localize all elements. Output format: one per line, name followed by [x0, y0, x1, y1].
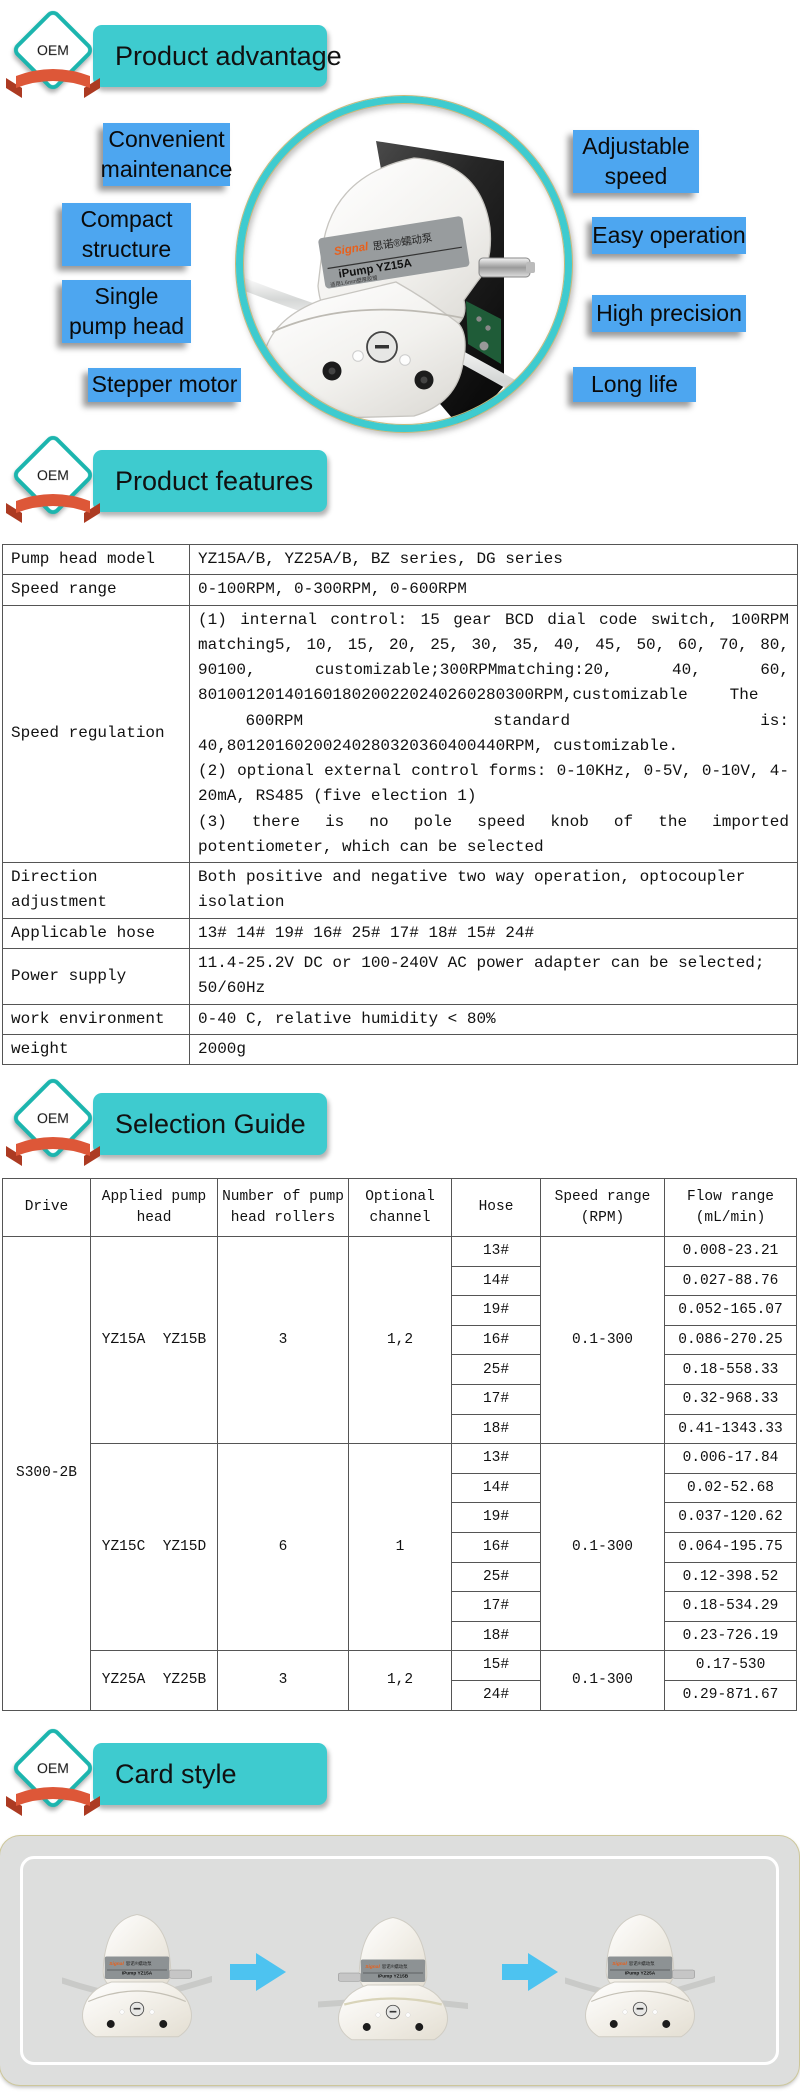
svg-text:思诺®蠕动泵: 思诺®蠕动泵: [382, 1963, 408, 1970]
svg-text:思诺®蠕动泵: 思诺®蠕动泵: [629, 1960, 655, 1967]
svg-text:Signal: Signal: [612, 1961, 627, 1967]
svg-text:Signal: Signal: [365, 1964, 380, 1970]
svg-text:iPump YZ25A: iPump YZ25A: [625, 1971, 656, 1977]
svg-text:思诺®蠕动泵: 思诺®蠕动泵: [126, 1960, 152, 1967]
svg-text:iPump YZ15A: iPump YZ15A: [122, 1971, 153, 1977]
svg-text:iPump YZ15B: iPump YZ15B: [378, 1974, 409, 1980]
svg-text:Signal: Signal: [109, 1961, 124, 1967]
